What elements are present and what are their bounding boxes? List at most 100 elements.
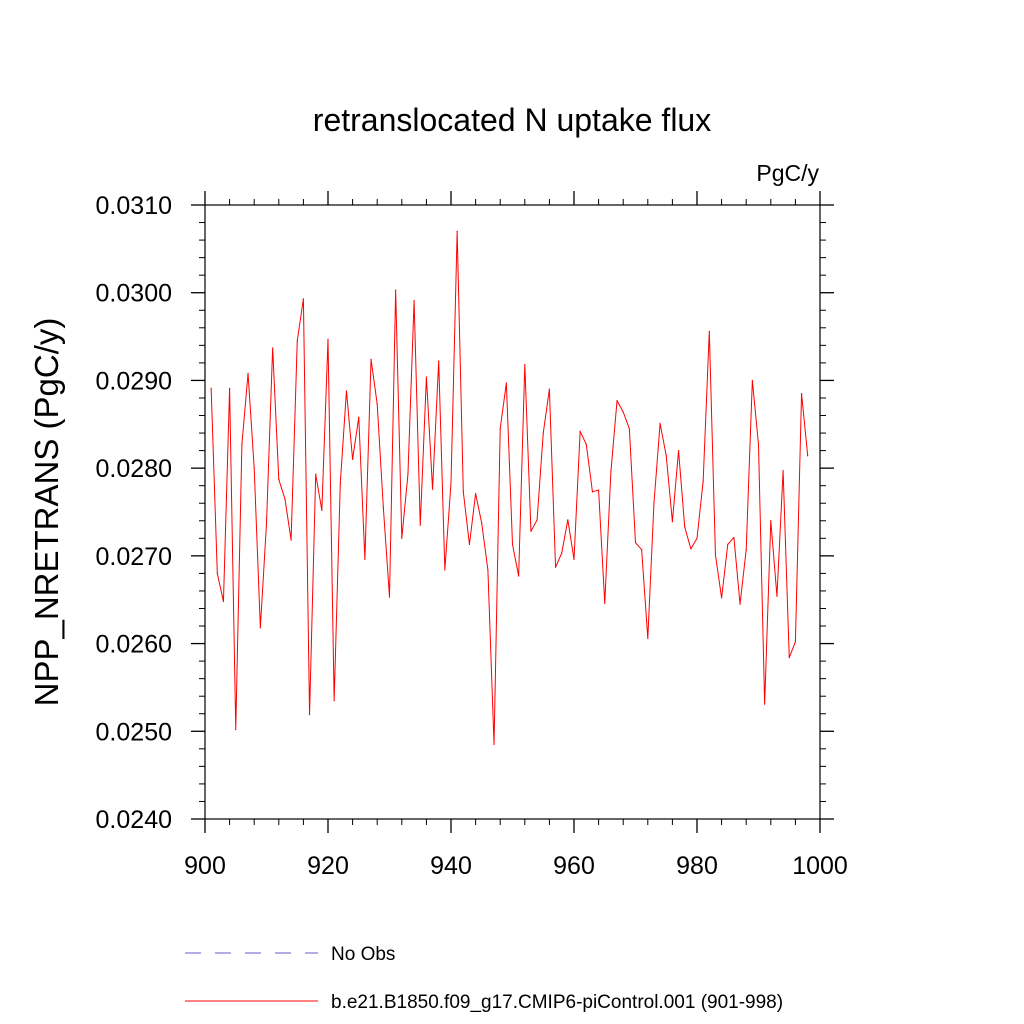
data-point <box>339 482 341 484</box>
legend-label-no-obs: No Obs <box>331 944 395 965</box>
data-point <box>591 491 594 493</box>
data-point <box>690 548 692 550</box>
data-point <box>764 703 766 705</box>
data-point <box>542 432 544 434</box>
data-point <box>333 699 335 702</box>
data-point <box>573 558 575 560</box>
data-point <box>481 522 483 525</box>
y-tick-label: 0.0270 <box>96 543 172 571</box>
y-axis-label: NPP_NRETRANS (PgC/y) <box>28 318 65 707</box>
data-point <box>554 566 557 568</box>
chart-title: retranslocated N uptake flux <box>313 102 711 138</box>
minor-ticks <box>199 199 826 825</box>
data-point <box>671 521 674 523</box>
data-point <box>210 387 212 389</box>
y-tick-label: 0.0250 <box>96 718 172 746</box>
legend: No Obs b.e21.B1850.f09_g17.CMIP6-piContr… <box>185 944 783 1013</box>
data-point <box>241 443 243 446</box>
data-point <box>493 743 495 746</box>
data-point <box>511 543 514 546</box>
data-point <box>222 600 225 603</box>
data-point <box>444 569 446 571</box>
x-tick-label: 920 <box>307 852 349 880</box>
x-tick-label: 1000 <box>792 852 848 880</box>
data-point <box>567 519 569 521</box>
data-point <box>308 714 311 716</box>
data-point <box>561 552 563 554</box>
data-point <box>536 519 538 521</box>
data-point <box>296 340 298 342</box>
series-line-1 <box>210 230 809 745</box>
data-point <box>327 338 329 340</box>
data-point <box>598 489 600 491</box>
series-layer <box>210 230 809 746</box>
data-point <box>610 471 612 473</box>
data-point <box>290 539 292 541</box>
data-point <box>702 480 704 482</box>
data-point <box>431 488 434 490</box>
data-point <box>302 298 304 300</box>
data-point <box>401 537 403 539</box>
data-point <box>714 554 717 556</box>
data-point <box>807 455 809 457</box>
data-point <box>641 549 643 551</box>
data-point <box>653 502 655 504</box>
data-point <box>721 597 723 599</box>
data-point <box>782 470 784 472</box>
data-point <box>745 549 747 551</box>
data-point <box>757 443 760 446</box>
y-tick-label: 0.0300 <box>96 280 172 308</box>
data-point <box>788 657 790 659</box>
data-point <box>475 492 477 495</box>
y-tick-label: 0.0260 <box>96 631 172 659</box>
data-point <box>284 498 286 500</box>
data-point <box>548 388 551 390</box>
data-point <box>413 300 415 302</box>
x-tick-label: 960 <box>553 852 595 880</box>
y-tick-label: 0.0290 <box>96 367 172 395</box>
data-point <box>235 728 237 731</box>
data-point <box>376 403 378 405</box>
x-tick-labels: 900 920 940 960 980 1000 <box>184 852 848 880</box>
data-point <box>659 422 661 425</box>
data-point <box>628 428 630 430</box>
data-point <box>216 572 218 575</box>
data-point <box>407 473 409 475</box>
x-tick-label: 900 <box>184 852 226 880</box>
data-point <box>352 458 354 460</box>
data-point <box>665 455 667 457</box>
data-point <box>265 522 268 525</box>
data-point <box>751 379 753 382</box>
data-point <box>395 289 397 291</box>
data-point <box>388 596 391 598</box>
data-point <box>524 364 526 366</box>
data-point <box>727 543 729 546</box>
data-point <box>468 543 471 546</box>
data-point <box>358 416 360 418</box>
y-tick-label: 0.0310 <box>96 192 172 220</box>
data-point <box>499 428 501 430</box>
data-point <box>616 400 618 402</box>
data-point <box>419 524 421 526</box>
data-point <box>776 595 778 597</box>
data-point <box>530 530 532 532</box>
data-point <box>278 478 280 481</box>
data-point <box>739 603 741 605</box>
units-label: PgC/y <box>756 160 819 186</box>
legend-label-model: b.e21.B1850.f09_g17.CMIP6-piControl.001 … <box>331 992 783 1013</box>
data-point <box>253 467 255 469</box>
data-point <box>229 387 231 389</box>
data-point <box>382 507 384 509</box>
x-tick-label: 980 <box>676 852 718 880</box>
data-point <box>684 526 686 528</box>
data-point <box>456 230 458 232</box>
data-point <box>696 537 698 539</box>
data-point <box>364 558 366 560</box>
data-point <box>315 473 317 475</box>
plot-frame <box>204 204 821 820</box>
data-point <box>487 569 489 571</box>
data-point <box>677 450 680 452</box>
data-point <box>272 347 274 349</box>
data-point <box>450 482 452 484</box>
